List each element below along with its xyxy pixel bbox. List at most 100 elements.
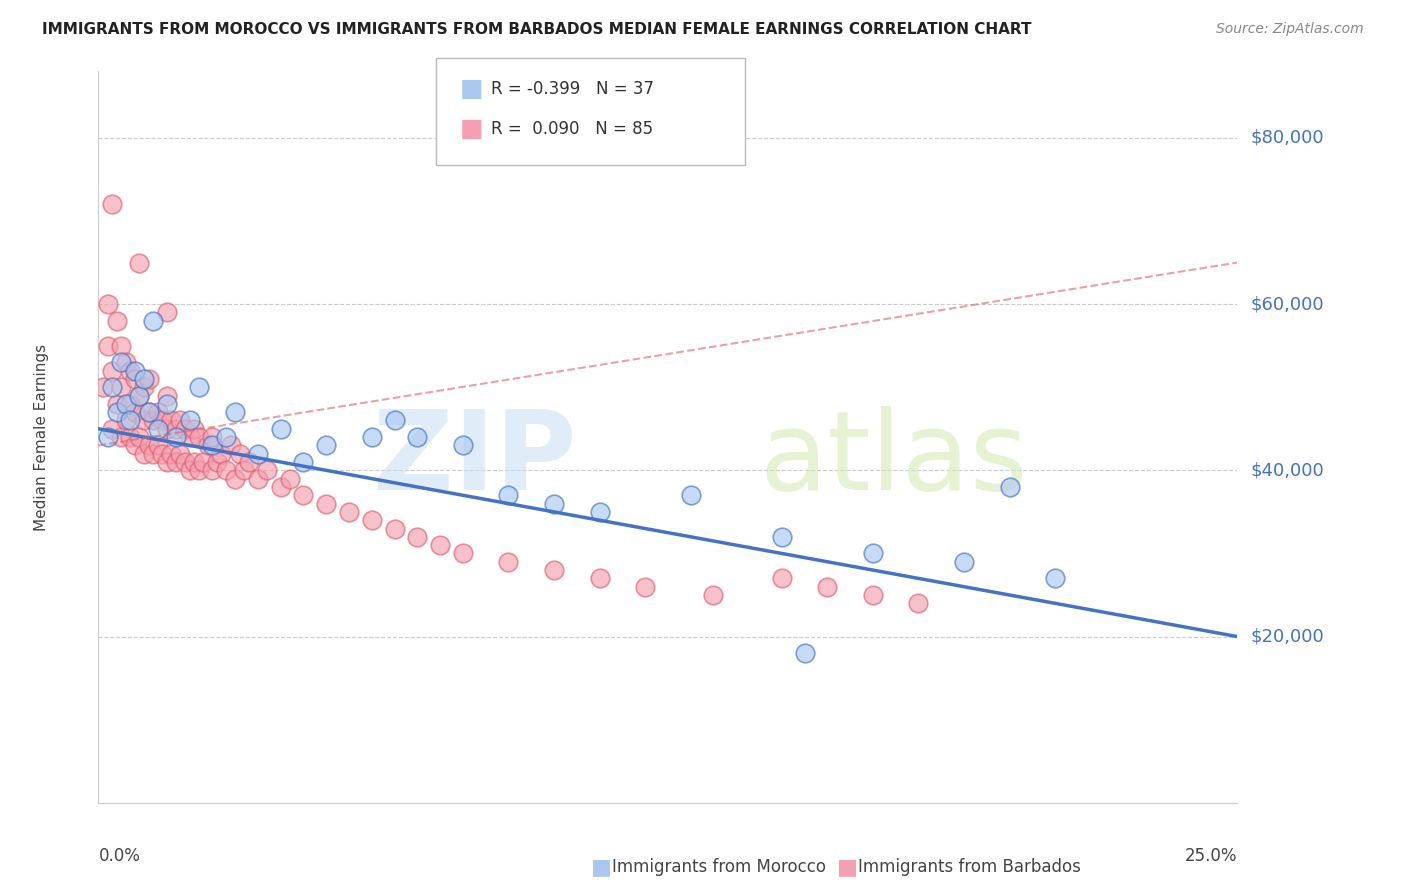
Point [146, 438, 169, 452]
Point [315, 438, 337, 452]
Point [138, 438, 160, 452]
Text: R = -0.399   N = 37: R = -0.399 N = 37 [491, 80, 654, 98]
Point [205, 455, 228, 469]
Text: $40,000: $40,000 [1251, 461, 1324, 479]
Text: R =  0.090   N = 85: R = 0.090 N = 85 [491, 120, 652, 138]
Point [634, 580, 657, 594]
Point [224, 472, 246, 486]
Point [142, 314, 165, 328]
Point [142, 413, 165, 427]
Point [193, 455, 215, 469]
Point [384, 521, 406, 535]
Text: $20,000: $20,000 [1251, 628, 1324, 646]
Point [770, 530, 793, 544]
Point [201, 438, 224, 452]
Point [270, 422, 292, 436]
Point [292, 455, 315, 469]
Point [179, 413, 201, 427]
Text: Source: ZipAtlas.com: Source: ZipAtlas.com [1216, 22, 1364, 37]
Point [110, 430, 132, 444]
Point [105, 314, 128, 328]
Point [183, 455, 205, 469]
Point [815, 580, 838, 594]
Point [174, 455, 197, 469]
Point [228, 447, 250, 461]
Point [132, 380, 155, 394]
Point [120, 413, 142, 427]
Point [91, 380, 114, 394]
Point [165, 430, 187, 444]
Point [246, 447, 269, 461]
Point [96, 297, 118, 311]
Point [278, 472, 301, 486]
Point [156, 397, 179, 411]
Point [114, 397, 136, 411]
Text: ZIP: ZIP [374, 406, 576, 513]
Point [156, 388, 179, 402]
Point [451, 546, 474, 560]
Point [150, 447, 173, 461]
Point [246, 472, 269, 486]
Point [862, 588, 884, 602]
Point [793, 646, 815, 660]
Point [770, 571, 793, 585]
Point [124, 363, 146, 377]
Text: $60,000: $60,000 [1251, 295, 1324, 313]
Point [498, 555, 520, 569]
Point [209, 447, 232, 461]
Point [224, 405, 246, 419]
Point [292, 488, 315, 502]
Point [238, 455, 260, 469]
Point [101, 422, 124, 436]
Point [142, 447, 165, 461]
Point [451, 438, 474, 452]
Point [101, 363, 124, 377]
Point [201, 430, 224, 444]
Point [215, 430, 238, 444]
Point [101, 197, 124, 211]
Point [165, 455, 187, 469]
Point [187, 380, 209, 394]
Point [110, 380, 132, 394]
Point [105, 405, 128, 419]
Point [138, 372, 160, 386]
Point [406, 530, 429, 544]
Point [174, 422, 197, 436]
Point [160, 447, 183, 461]
Point [429, 538, 451, 552]
Text: ■: ■ [460, 78, 484, 101]
Point [128, 255, 150, 269]
Point [156, 422, 179, 436]
Text: ■: ■ [591, 857, 612, 877]
Point [256, 463, 278, 477]
Point [179, 430, 201, 444]
Point [907, 596, 929, 610]
Point [120, 430, 142, 444]
Point [156, 305, 179, 319]
Point [110, 355, 132, 369]
Point [998, 480, 1021, 494]
Text: ■: ■ [837, 857, 858, 877]
Point [679, 488, 702, 502]
Text: atlas: atlas [759, 406, 1028, 513]
Point [156, 455, 179, 469]
Point [498, 488, 520, 502]
Point [543, 497, 565, 511]
Point [124, 405, 146, 419]
Point [360, 430, 382, 444]
Point [187, 463, 209, 477]
Point [105, 397, 128, 411]
Point [132, 447, 155, 461]
Point [953, 555, 976, 569]
Point [160, 413, 183, 427]
Point [233, 463, 256, 477]
Point [150, 413, 173, 427]
Point [702, 588, 724, 602]
Text: $80,000: $80,000 [1251, 128, 1324, 147]
Text: IMMIGRANTS FROM MOROCCO VS IMMIGRANTS FROM BARBADOS MEDIAN FEMALE EARNINGS CORRE: IMMIGRANTS FROM MOROCCO VS IMMIGRANTS FR… [42, 22, 1032, 37]
Point [138, 405, 160, 419]
Point [120, 363, 142, 377]
Point [124, 372, 146, 386]
Point [360, 513, 382, 527]
Point [132, 372, 155, 386]
